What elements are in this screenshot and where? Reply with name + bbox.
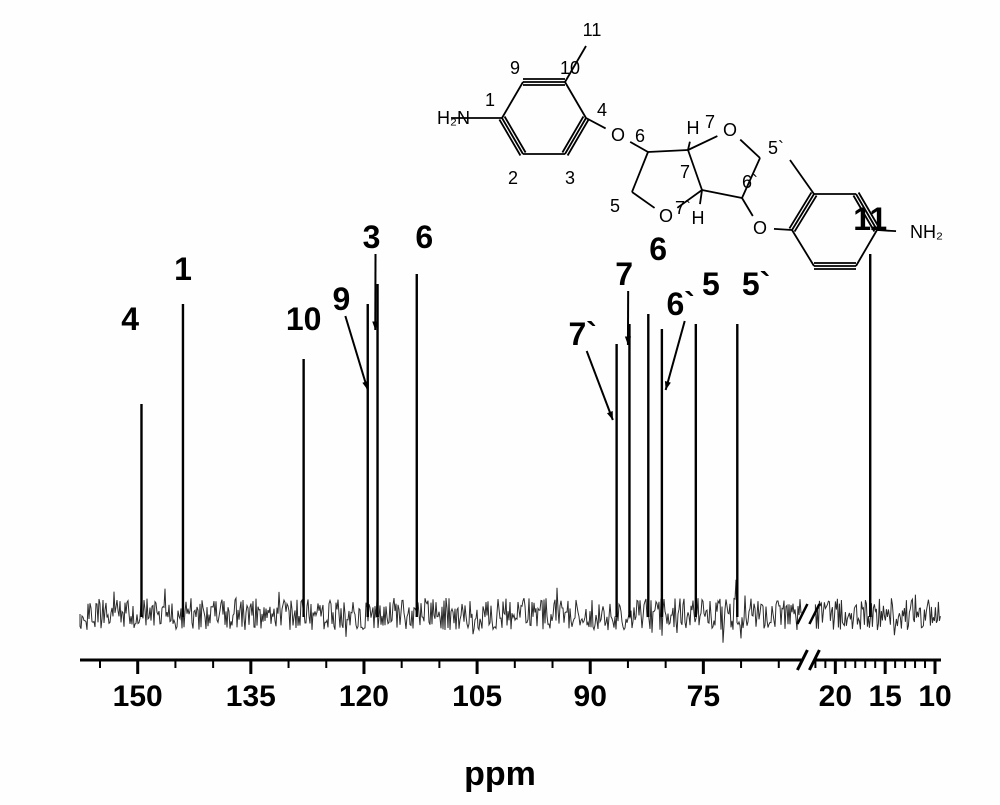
tick-label: 20 [819, 680, 852, 713]
tick-label: 10 [918, 680, 951, 713]
peak-label-4: 4 [121, 301, 139, 337]
mol-number: 4 [597, 100, 607, 120]
atom-label: H [692, 208, 705, 228]
mol-number: 5 [610, 196, 620, 216]
atom-label: O [611, 125, 625, 145]
mol-number: 7 [680, 162, 690, 182]
mol-number: 5` [768, 138, 784, 158]
peak-label-9: 9 [332, 281, 350, 317]
peak-arrow-7p [587, 351, 613, 420]
peak-label-5: 5 [702, 266, 720, 302]
peak-label-6p: 6` [667, 286, 695, 322]
mol-number: 7` [675, 198, 691, 218]
peak-arrow-6p [666, 321, 685, 390]
tick-label: 150 [113, 680, 163, 713]
atom-label: NH₂ [910, 222, 943, 242]
peak-label-3: 3 [363, 219, 381, 255]
tick-label: 15 [868, 680, 901, 713]
mol-number: 7 [705, 112, 715, 132]
tick-label: 105 [452, 680, 502, 713]
atom-label: H [687, 118, 700, 138]
tick-label: 75 [687, 680, 720, 713]
atom-label: O [753, 218, 767, 238]
peak-label-1: 1 [174, 251, 192, 287]
tick-label: 135 [226, 680, 276, 713]
peak-label-6b: 6 [649, 231, 667, 267]
tick-label: 90 [574, 680, 607, 713]
atom-label: H₂N [437, 108, 470, 128]
baseline-noise-right [815, 595, 940, 636]
peak-arrowhead-7p [607, 411, 613, 420]
mol-number: 6` [742, 172, 758, 192]
peak-arrowhead-9 [362, 381, 368, 390]
mol-number: 2 [508, 168, 518, 188]
mol-number: 11 [583, 20, 602, 40]
atom-label: O [659, 206, 673, 226]
peak-label-7p: 7` [568, 316, 596, 352]
peak-label-5p: 5` [742, 266, 770, 302]
tick-label: 120 [339, 680, 389, 713]
atom-label: O [723, 120, 737, 140]
peak-label-10: 10 [286, 301, 322, 337]
peak-arrow-9 [345, 316, 367, 390]
peak-label-6: 6 [415, 219, 433, 255]
peak-arrowhead-6p [665, 381, 671, 390]
mol-number: 6 [635, 126, 645, 146]
nmr-spectrum: 41109367`766`55`111501351201059075201510… [0, 0, 1000, 805]
mol-number: 10 [560, 58, 580, 78]
peak-label-7: 7 [615, 256, 633, 292]
baseline-noise-left [80, 580, 801, 643]
mol-number: 3 [565, 168, 575, 188]
x-axis-label: ppm [0, 755, 1000, 794]
mol-number: 9 [510, 58, 520, 78]
mol-number: 1 [485, 90, 495, 110]
